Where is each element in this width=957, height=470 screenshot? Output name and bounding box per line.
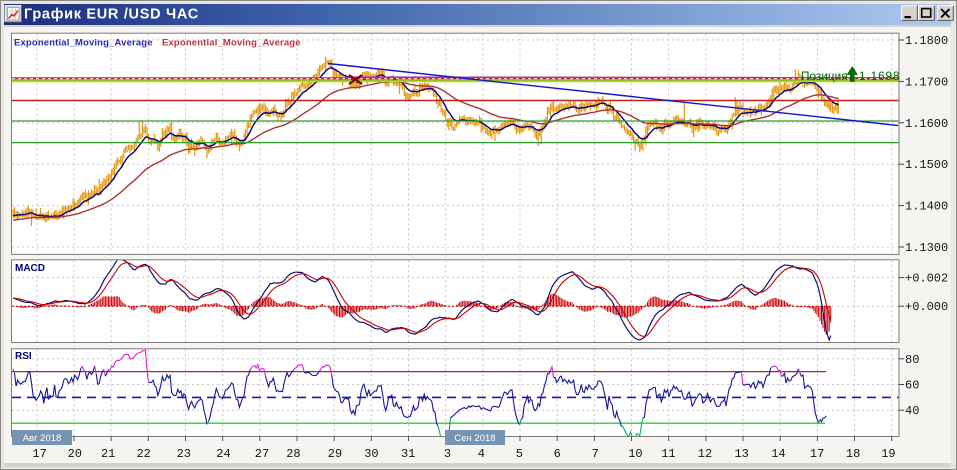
svg-text:40: 40 [905, 404, 919, 418]
svg-text:График EUR /USD ЧАС: График EUR /USD ЧАС [24, 7, 199, 23]
svg-text:13: 13 [734, 447, 748, 461]
svg-text:1.1698: 1.1698 [859, 69, 900, 83]
svg-text:1.1500: 1.1500 [905, 158, 948, 172]
svg-text:4: 4 [478, 447, 485, 461]
svg-text:Exponential_Moving_Average: Exponential_Moving_Average [14, 38, 153, 49]
svg-text:17: 17 [810, 447, 824, 461]
svg-text:Авг 2018: Авг 2018 [23, 433, 62, 444]
svg-text:19: 19 [881, 447, 895, 461]
svg-text:12: 12 [698, 447, 712, 461]
svg-text:3: 3 [444, 447, 451, 461]
svg-text:80: 80 [905, 353, 919, 367]
svg-text:28: 28 [286, 447, 300, 461]
svg-text:1.1400: 1.1400 [905, 200, 948, 214]
svg-text:+0.000: +0.000 [905, 300, 948, 314]
svg-text:23: 23 [177, 447, 191, 461]
svg-text:Exponential_Moving_Average: Exponential_Moving_Average [162, 38, 301, 49]
svg-text:Позиция: Позиция [801, 69, 848, 83]
svg-text:+0.002: +0.002 [905, 272, 948, 286]
svg-text:10: 10 [628, 447, 642, 461]
svg-text:Сен 2018: Сен 2018 [454, 433, 495, 444]
svg-text:29: 29 [328, 447, 342, 461]
svg-text:22: 22 [136, 447, 150, 461]
svg-text:17: 17 [32, 447, 46, 461]
svg-text:7: 7 [592, 447, 599, 461]
svg-text:20: 20 [68, 447, 82, 461]
svg-text:14: 14 [771, 447, 785, 461]
svg-text:MACD: MACD [15, 263, 45, 274]
svg-text:6: 6 [554, 447, 561, 461]
svg-text:1.1300: 1.1300 [905, 241, 948, 255]
svg-text:11: 11 [661, 447, 675, 461]
svg-text:1.1600: 1.1600 [905, 117, 948, 131]
svg-text:5: 5 [516, 447, 523, 461]
svg-text:31: 31 [401, 447, 415, 461]
svg-text:18: 18 [846, 447, 860, 461]
svg-text:30: 30 [364, 447, 378, 461]
svg-text:1.1700: 1.1700 [905, 75, 948, 89]
svg-text:27: 27 [255, 447, 269, 461]
svg-text:21: 21 [101, 447, 115, 461]
svg-text:24: 24 [216, 447, 230, 461]
svg-text:RSI: RSI [15, 351, 32, 362]
svg-text:1.1800: 1.1800 [905, 34, 948, 48]
svg-text:60: 60 [905, 379, 919, 393]
